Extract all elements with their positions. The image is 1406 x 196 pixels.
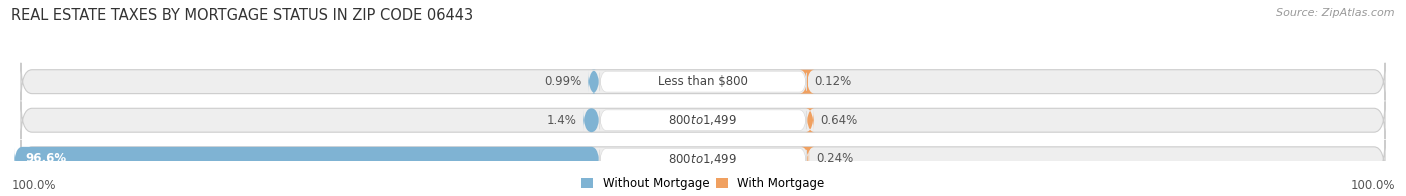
Text: 0.64%: 0.64% [821, 114, 858, 127]
Text: 1.4%: 1.4% [547, 114, 576, 127]
Text: 100.0%: 100.0% [1350, 179, 1395, 192]
Legend: Without Mortgage, With Mortgage: Without Mortgage, With Mortgage [581, 177, 825, 190]
Text: Source: ZipAtlas.com: Source: ZipAtlas.com [1277, 8, 1395, 18]
Text: 0.99%: 0.99% [544, 75, 581, 88]
Text: 100.0%: 100.0% [11, 179, 56, 192]
FancyBboxPatch shape [588, 70, 599, 94]
FancyBboxPatch shape [14, 147, 599, 171]
FancyBboxPatch shape [800, 70, 814, 94]
Text: REAL ESTATE TAXES BY MORTGAGE STATUS IN ZIP CODE 06443: REAL ESTATE TAXES BY MORTGAGE STATUS IN … [11, 8, 474, 23]
Text: 96.6%: 96.6% [25, 152, 66, 165]
FancyBboxPatch shape [583, 108, 599, 132]
FancyBboxPatch shape [801, 147, 814, 171]
Text: Less than $800: Less than $800 [658, 75, 748, 88]
FancyBboxPatch shape [21, 63, 1385, 101]
FancyBboxPatch shape [21, 140, 1385, 178]
FancyBboxPatch shape [599, 148, 807, 169]
Text: 0.12%: 0.12% [814, 75, 852, 88]
FancyBboxPatch shape [599, 71, 807, 92]
Text: 0.24%: 0.24% [815, 152, 853, 165]
Text: $800 to $1,499: $800 to $1,499 [668, 113, 738, 127]
Text: $800 to $1,499: $800 to $1,499 [668, 152, 738, 166]
FancyBboxPatch shape [21, 101, 1385, 139]
FancyBboxPatch shape [806, 108, 814, 132]
FancyBboxPatch shape [599, 110, 807, 131]
